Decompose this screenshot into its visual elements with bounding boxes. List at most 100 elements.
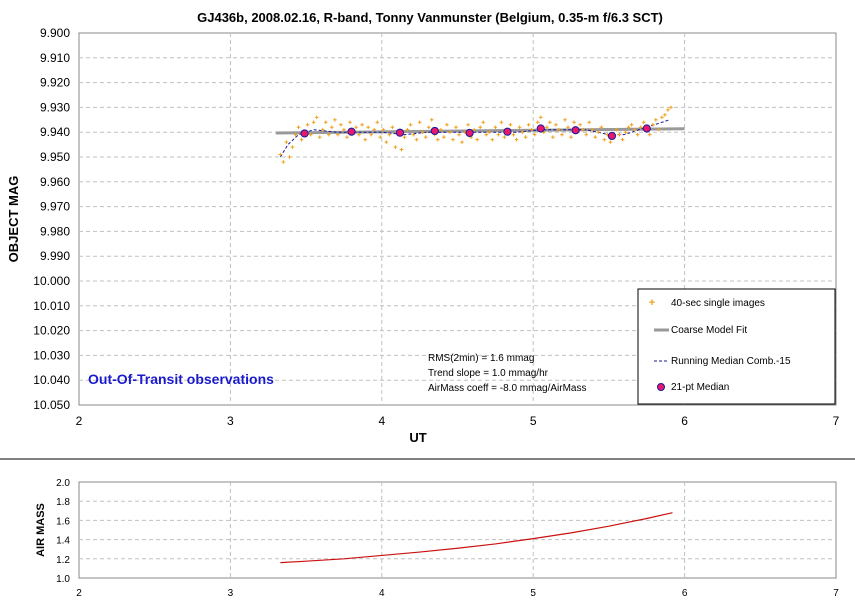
main-x-tick-label: 3 bbox=[227, 414, 234, 428]
single-image-point bbox=[481, 120, 486, 125]
main-grid bbox=[79, 33, 836, 405]
single-image-point bbox=[493, 125, 498, 130]
single-image-point bbox=[281, 160, 286, 164]
single-image-point bbox=[457, 132, 461, 137]
main-y-tick-label: 9.950 bbox=[40, 150, 70, 164]
y-axis-label: OBJECT MAG bbox=[6, 176, 21, 263]
single-image-point bbox=[487, 130, 492, 134]
chart-title: GJ436b, 2008.02.16, R-band, Tonny Vanmun… bbox=[197, 10, 663, 25]
main-y-tick-label: 9.960 bbox=[40, 175, 70, 189]
airmass-x-tick-label: 4 bbox=[379, 588, 385, 599]
single-image-point bbox=[390, 125, 395, 130]
single-image-point bbox=[417, 120, 422, 125]
legend-box bbox=[637, 288, 836, 405]
legend-label-21pt-median: 21-pt Median bbox=[671, 382, 729, 393]
main-x-tick-label: 2 bbox=[76, 414, 83, 428]
airmass-y-tick-label: 1.6 bbox=[56, 516, 70, 527]
single-image-point bbox=[439, 127, 443, 132]
main-y-tick-label: 10.030 bbox=[33, 348, 70, 362]
legend-label-coarse-fit: Coarse Model Fit bbox=[671, 325, 747, 336]
main-y-tick-label: 9.900 bbox=[40, 26, 70, 40]
airmass-x-tick-label: 5 bbox=[530, 588, 536, 599]
single-image-point bbox=[620, 137, 625, 142]
airmass-y-tick-labels: 1.0 1.2 1.4 1.6 1.8 2.0 bbox=[56, 478, 70, 585]
single-image-point bbox=[293, 132, 298, 137]
single-image-point bbox=[399, 147, 404, 152]
single-image-point bbox=[393, 145, 398, 149]
median-21pt-point bbox=[430, 126, 439, 136]
single-image-point bbox=[517, 125, 522, 130]
single-image-point bbox=[499, 120, 504, 125]
single-image-point bbox=[538, 115, 543, 120]
median-21pt-point bbox=[536, 124, 545, 133]
single-image-point bbox=[284, 140, 289, 144]
single-image-point bbox=[423, 135, 428, 139]
single-image-point bbox=[414, 137, 419, 142]
main-y-tick-label: 10.010 bbox=[33, 299, 70, 313]
main-y-tick-label: 9.970 bbox=[40, 200, 70, 214]
single-image-point bbox=[657, 127, 661, 132]
single-image-point bbox=[666, 108, 670, 112]
single-image-point bbox=[466, 122, 470, 127]
single-image-point bbox=[311, 120, 316, 125]
single-image-point bbox=[629, 122, 634, 127]
single-image-point bbox=[596, 130, 601, 134]
single-image-point bbox=[426, 125, 431, 130]
single-image-point bbox=[442, 135, 446, 139]
airmass-y-axis-label: AIR MASS bbox=[35, 503, 47, 557]
trend-annotation: Trend slope = 1.0 mmag/hr bbox=[428, 368, 549, 379]
legend-marker-single-images: + bbox=[649, 297, 655, 309]
single-image-point bbox=[557, 127, 561, 132]
airmass-plot-area bbox=[78, 481, 837, 579]
single-image-point bbox=[445, 122, 449, 127]
legend-label-running-median: Running Median Comb.-15 bbox=[671, 356, 791, 367]
main-x-tick-labels: 2 3 4 5 6 7 bbox=[76, 414, 840, 428]
main-y-tick-label: 10.000 bbox=[33, 274, 70, 288]
single-image-point bbox=[369, 132, 374, 137]
main-y-tick-label: 9.920 bbox=[40, 76, 70, 90]
single-image-point bbox=[545, 125, 549, 130]
airmass-coeff-annotation: AirMass coeff = -8.0 mmag/AirMass bbox=[428, 383, 586, 394]
single-image-point bbox=[590, 127, 595, 132]
single-image-point bbox=[384, 140, 389, 144]
single-image-point bbox=[626, 125, 631, 130]
single-image-point bbox=[357, 132, 361, 137]
single-image-point bbox=[572, 120, 576, 125]
single-image-point bbox=[336, 132, 340, 137]
single-image-point bbox=[496, 132, 501, 137]
single-image-point bbox=[460, 140, 464, 144]
single-image-point bbox=[339, 122, 343, 127]
airmass-line bbox=[280, 512, 673, 564]
single-image-point bbox=[635, 132, 640, 137]
airmass-y-tick-label: 1.8 bbox=[56, 497, 70, 508]
single-image-point bbox=[532, 132, 537, 137]
single-image-point bbox=[554, 122, 558, 127]
out-of-transit-label: Out-Of-Transit observations bbox=[88, 371, 274, 387]
main-y-tick-label: 10.040 bbox=[33, 373, 70, 387]
median-21pt-point bbox=[503, 127, 512, 136]
single-image-point bbox=[323, 120, 328, 125]
airmass-x-tick-label: 2 bbox=[76, 588, 82, 599]
main-x-tick-label: 6 bbox=[681, 414, 688, 428]
single-image-point bbox=[436, 137, 440, 142]
main-y-tick-labels: 9.900 9.910 9.920 9.930 9.940 9.950 9.960 9.970… bbox=[33, 26, 70, 412]
single-image-point bbox=[548, 120, 552, 125]
airmass-y-tick-label: 1.2 bbox=[56, 555, 70, 566]
main-y-tick-label: 9.990 bbox=[40, 249, 70, 263]
single-image-point bbox=[551, 135, 555, 139]
airmass-series bbox=[280, 512, 673, 564]
x-axis-label: UT bbox=[409, 430, 426, 445]
single-image-point bbox=[617, 132, 622, 137]
single-image-point bbox=[569, 135, 573, 139]
single-image-point bbox=[563, 118, 567, 122]
main-y-tick-label: 9.910 bbox=[40, 51, 70, 65]
airmass-x-tick-label: 7 bbox=[833, 588, 839, 599]
legend-label-single-images: 40-sec single images bbox=[671, 298, 765, 309]
single-image-point bbox=[484, 132, 489, 137]
single-image-point bbox=[663, 113, 667, 117]
single-image-point bbox=[363, 137, 367, 142]
median-21pt-point bbox=[395, 128, 405, 137]
single-image-point bbox=[308, 132, 313, 137]
main-y-tick-label: 9.940 bbox=[40, 125, 70, 139]
